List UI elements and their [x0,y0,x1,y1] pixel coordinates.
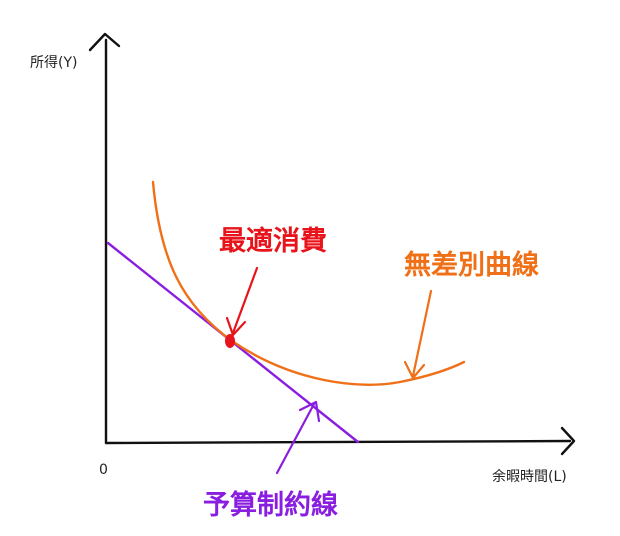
indifference-arrow [403,289,433,380]
budget-arrow [275,400,321,475]
indifference-curve-label: 無差別曲線 [404,249,539,281]
optimal-consumption-label: 最適消費 [219,225,327,257]
y-axis-label: 所得(Y) [30,54,77,71]
optimal-arrow [225,266,259,337]
optimal-consumption-point [225,334,235,348]
x-axis-label: 余暇時間(L) [492,468,567,485]
x-axis-line [104,439,572,445]
budget-constraint-label: 予算制約線 [203,489,338,521]
x-axis-arrowhead [560,426,576,456]
indifference-curve [151,180,466,386]
y-axis-arrowhead [88,32,121,52]
origin-label: 0 [99,462,108,478]
axes [88,32,576,456]
